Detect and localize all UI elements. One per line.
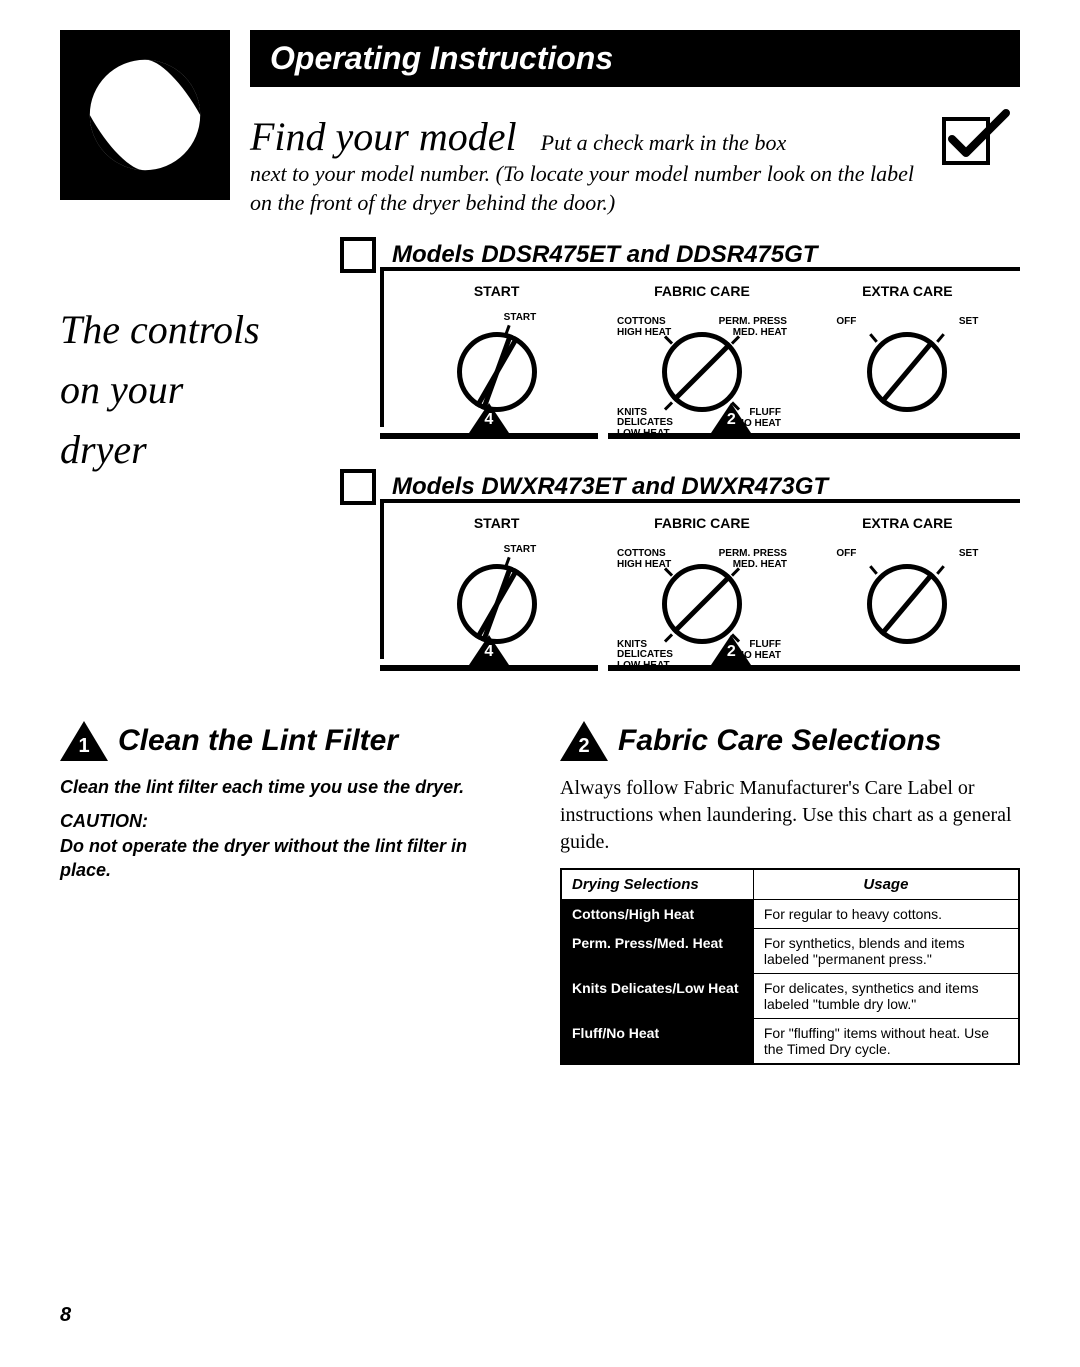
table-cell-usage: For regular to heavy cottons. [753,900,1019,929]
find-model-body: next to your model number. (To locate yo… [250,160,920,217]
model-title: Models DDSR475ET and DDSR475GT [392,241,817,269]
dial-col-header: FABRIC CARE [654,515,750,531]
table-header-right: Usage [753,869,1019,900]
dial-label-off: OFF [836,549,856,560]
start-dial[interactable] [457,564,537,644]
section-title-fabric: Fabric Care Selections [618,724,941,758]
table-cell-label: Fluff/No Heat [561,1019,753,1065]
triangle-badge-icon: 1 [60,721,108,761]
fabric-care-dial[interactable] [662,332,742,412]
drying-selections-table: Drying Selections Usage Cottons/High Hea… [560,868,1020,1065]
table-cell-usage: For "fluffing" items without heat. Use t… [753,1019,1019,1065]
dial-label-start: START [504,313,537,324]
dial-tick [664,336,673,345]
dial-label-perm: PERM. PRESS MED. HEAT [719,317,787,338]
start-dial[interactable] [457,332,537,412]
find-model-sub: Put a check mark in the box [541,130,787,155]
logo-box [60,30,230,200]
dial-label-off: OFF [836,317,856,328]
checkmark-box-icon [940,107,1010,167]
table-row: Perm. Press/Med. Heat For synthetics, bl… [561,929,1019,974]
fabric-care-dial[interactable] [662,564,742,644]
arrow-number: 2 [727,411,736,429]
section-title-lint: Clean the Lint Filter [118,724,398,758]
extra-care-dial[interactable] [867,332,947,412]
arrow-indicator-row: 4 2 [380,665,1020,671]
triangle-badge-number: 1 [77,735,91,758]
table-cell-label: Cottons/High Heat [561,900,753,929]
table-cell-label: Perm. Press/Med. Heat [561,929,753,974]
dial-col-header: EXTRA CARE [862,515,953,531]
table-row: Fluff/No Heat For "fluffing" items witho… [561,1019,1019,1065]
dial-tick [869,565,878,575]
dial-label-perm: PERM. PRESS MED. HEAT [719,549,787,570]
find-model-title: Find your model [250,114,517,159]
table-cell-usage: For delicates, synthetics and items labe… [753,974,1019,1019]
page-number: 8 [60,1304,71,1327]
dial-tick [664,568,673,577]
arrow-number: 2 [727,643,736,661]
table-row: Cottons/High Heat For regular to heavy c… [561,900,1019,929]
dial-col-header: START [474,283,520,299]
model-title: Models DWXR473ET and DWXR473GT [392,473,828,501]
dial-label-start: START [504,545,537,556]
dial-col-header: FABRIC CARE [654,283,750,299]
page-section-title: Operating Instructions [250,30,1020,87]
table-cell-usage: For synthetics, blends and items labeled… [753,929,1019,974]
model-checkbox[interactable] [340,469,376,505]
dial-label-cottons: COTTONS HIGH HEAT [617,317,671,338]
dial-label-set: SET [959,549,978,560]
caution-label: CAUTION: [60,809,520,833]
model-panel: Models DDSR475ET and DDSR475GT START STA… [340,237,1020,439]
arrow-number: 4 [484,411,493,429]
table-row: Knits Delicates/Low Heat For delicates, … [561,974,1019,1019]
lint-instruction: Clean the lint filter each time you use … [60,775,520,799]
table-header-left: Drying Selections [561,869,753,900]
triangle-badge-number: 2 [577,735,591,758]
sidebar-heading: The controls on your dryer [60,300,260,480]
dial-label-cottons: COTTONS HIGH HEAT [617,549,671,570]
dial-tick [936,333,945,343]
dial-tick [869,333,878,343]
dial-col-header: START [474,515,520,531]
table-cell-label: Knits Delicates/Low Heat [561,974,753,1019]
lint-warning: Do not operate the dryer without the lin… [60,834,520,883]
extra-care-dial[interactable] [867,564,947,644]
arrow-indicator-row: 4 2 [380,433,1020,439]
model-checkbox[interactable] [340,237,376,273]
dial-tick [936,565,945,575]
dial-col-header: EXTRA CARE [862,283,953,299]
swirl-icon [85,55,205,175]
dial-label-set: SET [959,317,978,328]
arrow-number: 4 [484,643,493,661]
fabric-body-text: Always follow Fabric Manufacturer's Care… [560,775,1020,856]
model-panel: Models DWXR473ET and DWXR473GT START STA… [340,469,1020,671]
triangle-badge-icon: 2 [560,721,608,761]
